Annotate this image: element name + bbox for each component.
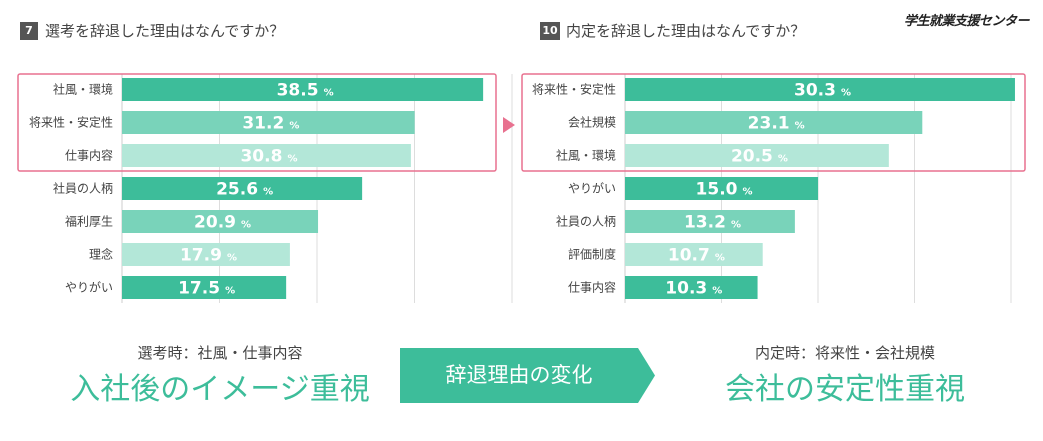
right-unit-label: % [715,253,725,264]
right-chart-number: 10 [540,22,560,40]
right-bar [625,144,889,167]
right-unit-label: % [731,220,741,231]
left-caption-small: 選考時：社風・仕事内容 [137,344,303,362]
left-value-label: 38.5 [277,81,319,101]
left-chart-number: 7 [20,22,38,40]
right-caption-big: 会社の安定性重視 [725,372,965,407]
right-category-label: 将来性・安定性 [532,82,616,97]
right-value-label: 10.7 [668,246,710,266]
left-category-label: やりがい [65,280,113,295]
left-unit-label: % [227,253,237,264]
right-unit-label: % [795,121,805,132]
pointer-triangle-icon [503,117,515,133]
left-highlight-box [17,73,497,172]
left-bar [122,210,319,233]
left-category-label: 福利厚生 [65,214,113,229]
left-bar [122,177,363,200]
right-value-label: 15.0 [696,180,738,200]
right-unit-label: % [712,286,722,297]
right-bar [625,276,758,299]
right-highlight-box [521,73,1026,172]
left-value-label: 25.6 [216,180,258,200]
right-category-label: 社風・環境 [556,148,616,163]
left-value-label: 17.5 [178,279,220,299]
left-category-label: 社員の人柄 [53,181,113,196]
left-bar [122,243,290,266]
right-bar [625,111,923,134]
left-unit-label: % [241,220,251,231]
left-bar [122,276,287,299]
left-category-label: 社風・環境 [53,82,113,97]
left-category-label: 理念 [89,247,113,262]
left-bar [122,78,484,101]
right-bar [625,210,795,233]
right-category-label: 評価制度 [568,247,616,262]
left-chart-title: 選考を辞退した理由はなんですか？ [45,22,285,40]
left-category-label: 将来性・安定性 [29,115,113,130]
right-chart-title: 内定を辞退した理由はなんですか？ [566,22,806,40]
left-unit-label: % [287,154,297,165]
right-category-label: やりがい [568,181,616,196]
arrow-shape [400,348,655,403]
right-category-label: 社員の人柄 [556,214,616,229]
right-bar [625,78,1015,101]
left-bar [122,111,415,134]
left-caption-big: 入社後のイメージ重視 [70,372,370,407]
change-arrow-banner: 辞退理由の変化 [400,348,655,403]
left-value-label: 31.2 [242,114,284,134]
right-bar [625,177,819,200]
left-unit-label: % [263,187,273,198]
brand-logo: 学生就業支援センター [903,14,1030,29]
right-value-label: 30.3 [794,81,836,101]
right-category-label: 会社規模 [568,115,616,130]
right-category-label: 仕事内容 [568,280,616,295]
arrow-label: 辞退理由の変化 [445,363,593,387]
right-value-label: 23.1 [748,114,790,134]
left-value-label: 20.9 [194,213,236,233]
right-value-label: 20.5 [731,147,773,167]
left-category-label: 仕事内容 [65,148,113,163]
left-unit-label: % [289,121,299,132]
right-unit-label: % [743,187,753,198]
right-value-label: 13.2 [684,213,726,233]
left-bar [122,144,411,167]
left-value-label: 17.9 [180,246,222,266]
left-unit-label: % [324,88,334,99]
right-unit-label: % [778,154,788,165]
left-value-label: 30.8 [240,147,282,167]
right-bar [625,243,763,266]
right-caption-small: 内定時：将来性・会社規模 [754,344,935,362]
right-unit-label: % [841,88,851,99]
left-unit-label: % [225,286,235,297]
right-value-label: 10.3 [665,279,707,299]
